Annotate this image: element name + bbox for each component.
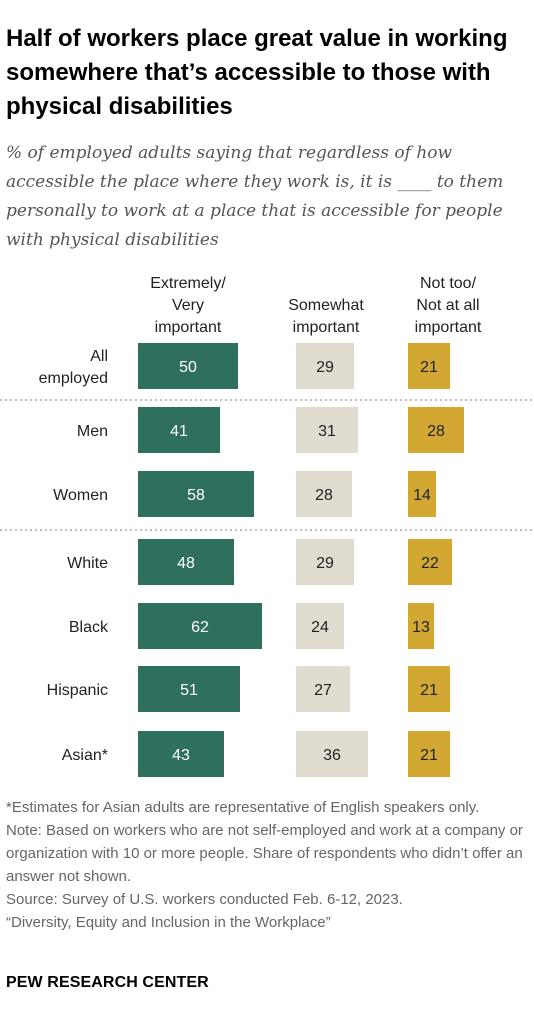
data-label: 27 [314,682,332,699]
data-label: 14 [413,487,431,504]
note-method: Note: Based on workers who are not self-… [6,822,523,885]
bar-all-employed-not-too-not-at-all-important [408,343,450,389]
bar-men-somewhat-important [296,407,358,453]
bar-men-extremely-very-important [138,407,220,453]
legend-headers: Extremely/Very important Somewhat important… [150,275,482,336]
data-label: 22 [421,555,439,572]
legend-not-too-not-at-all-important: Not too/Not at all important [415,275,482,336]
bar-men-not-too-not-at-all-important [408,407,464,453]
chart-title: Half of workers place great value in wor… [6,25,508,120]
note-source: Source: Survey of U.S. workers conducted… [6,891,403,908]
bar-hispanic-not-too-not-at-all-important [408,666,450,712]
data-label: 21 [420,359,438,376]
category-label-asian: Asian* [62,747,108,764]
data-label: 31 [318,423,336,440]
bars: 50 41 58 48 62 51 43 29 31 28 29 24 27 36 21 28 14 22 13 21… [138,343,464,777]
data-label: 50 [179,359,197,376]
bar-all-employed-somewhat-important [296,343,354,389]
bar-white-extremely-very-important [138,539,234,585]
data-label: 41 [170,423,188,440]
category-label-hispanic: Hispanic [47,682,108,699]
category-label-black: Black [69,619,109,636]
category-label-men: Men [77,423,108,440]
data-label: 51 [180,682,198,699]
data-label: 24 [311,619,329,636]
bar-all-employed-extremely-very-important [138,343,238,389]
bar-women-extremely-very-important [138,471,254,517]
data-label: 62 [191,619,209,636]
category-label-white: White [67,555,108,572]
bar-white-somewhat-important [296,539,354,585]
bar-hispanic-somewhat-important [296,666,350,712]
bar-hispanic-extremely-very-important [138,666,240,712]
notes: *Estimates for Asian adults are represen… [6,796,531,934]
category-label-women: Women [53,487,108,504]
bar-asian-extremely-very-important [138,731,224,777]
bar-black-somewhat-important [296,603,344,649]
data-label: 13 [412,619,430,636]
data-label: 29 [316,555,334,572]
data-label: 21 [420,747,438,764]
group-separators [0,399,534,531]
data-label: 43 [172,747,190,764]
bar-women-somewhat-important [296,471,352,517]
bar-chart: Extremely/Very important Somewhat important… [0,275,534,777]
data-label: 58 [187,487,205,504]
note-report: “Diversity, Equity and Inclusion in the … [6,914,331,931]
bar-black-not-too-not-at-all-important [408,603,434,649]
data-label: 29 [316,359,334,376]
bar-black-extremely-very-important [138,603,262,649]
data-label: 21 [420,682,438,699]
category-label-all-employed: All employed [39,348,108,387]
footer-brand: PEW RESEARCH CENTER [6,974,209,991]
data-label: 28 [315,487,333,504]
legend-somewhat-important: Somewhat important [288,297,364,336]
category-labels: All employed Men Women White Black Hispanic Asi… [39,348,109,764]
bar-women-not-too-not-at-all-important [408,471,436,517]
bar-asian-somewhat-important [296,731,368,777]
chart-subtitle: % of employed adults saying that regardl… [6,143,504,250]
data-label: 36 [323,747,341,764]
data-label: 48 [177,555,195,572]
bar-asian-not-too-not-at-all-important [408,731,450,777]
legend-extremely-very-important: Extremely/Very important [150,275,226,336]
note-asian: *Estimates for Asian adults are represen… [6,799,480,816]
bar-white-not-too-not-at-all-important [408,539,452,585]
data-label: 28 [427,423,445,440]
